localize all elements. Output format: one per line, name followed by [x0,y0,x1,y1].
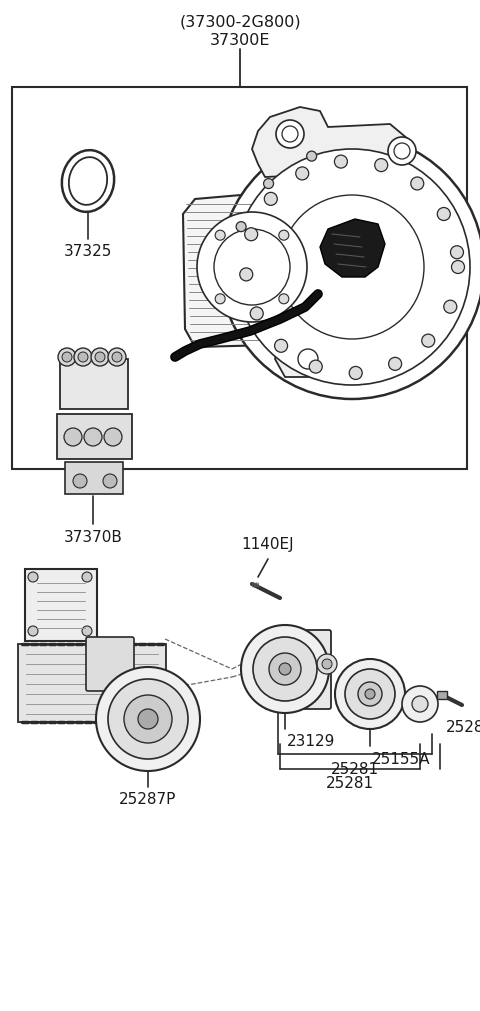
FancyBboxPatch shape [65,463,123,494]
FancyBboxPatch shape [265,631,331,710]
Ellipse shape [69,158,107,205]
FancyBboxPatch shape [86,637,134,692]
Circle shape [402,686,438,722]
Circle shape [62,353,72,363]
Circle shape [91,349,109,367]
Circle shape [349,367,362,380]
Circle shape [64,429,82,447]
Polygon shape [183,190,318,348]
Circle shape [82,572,92,582]
Circle shape [264,179,274,189]
Circle shape [241,626,329,714]
Circle shape [236,222,246,233]
Text: 37300E: 37300E [210,32,270,48]
Circle shape [388,137,416,166]
Circle shape [375,160,388,173]
Circle shape [253,637,317,702]
Circle shape [234,150,470,385]
Circle shape [394,144,410,160]
Circle shape [389,358,402,371]
FancyBboxPatch shape [437,692,447,700]
Circle shape [345,669,395,719]
Circle shape [279,663,291,675]
Polygon shape [252,108,408,178]
Text: 37325: 37325 [64,245,112,259]
Circle shape [412,697,428,713]
Circle shape [215,294,225,304]
Circle shape [124,696,172,743]
Circle shape [411,178,424,191]
Circle shape [138,710,158,729]
Polygon shape [275,340,340,378]
Circle shape [240,269,253,282]
Circle shape [197,212,307,323]
Circle shape [307,152,317,162]
Circle shape [104,429,122,447]
FancyBboxPatch shape [60,360,128,409]
Text: 1140EJ: 1140EJ [242,537,294,552]
Circle shape [108,349,126,367]
Circle shape [96,667,200,771]
Bar [12,88,467,469]
Circle shape [220,135,480,399]
Circle shape [275,340,288,353]
Circle shape [279,231,289,241]
Text: 25281: 25281 [326,775,374,791]
Circle shape [28,627,38,636]
Text: 25155A: 25155A [372,751,431,765]
Circle shape [450,247,464,260]
Text: 25287P: 25287P [120,792,177,807]
Circle shape [444,301,457,313]
Circle shape [73,474,87,488]
Circle shape [335,659,405,729]
Circle shape [108,679,188,759]
Circle shape [58,349,76,367]
Circle shape [245,228,258,242]
Circle shape [84,429,102,447]
Circle shape [279,294,289,304]
Circle shape [437,208,450,221]
Circle shape [452,261,465,274]
Circle shape [112,353,122,363]
Text: 23129: 23129 [287,734,336,749]
Circle shape [335,156,348,169]
FancyBboxPatch shape [18,644,166,722]
Text: 25289: 25289 [446,719,480,734]
Circle shape [317,654,337,674]
Circle shape [276,121,304,149]
Circle shape [214,229,290,305]
Circle shape [250,307,263,320]
Polygon shape [320,219,385,278]
Circle shape [422,335,435,348]
Circle shape [215,231,225,241]
Circle shape [82,627,92,636]
Circle shape [309,361,322,374]
Circle shape [280,196,424,340]
Circle shape [322,659,332,669]
Circle shape [298,350,318,370]
FancyBboxPatch shape [25,569,97,641]
Circle shape [358,682,382,707]
Circle shape [95,353,105,363]
Text: 25281: 25281 [331,761,379,776]
Circle shape [78,353,88,363]
Circle shape [269,653,301,685]
Circle shape [296,168,309,181]
Circle shape [103,474,117,488]
FancyBboxPatch shape [57,415,132,460]
Circle shape [74,349,92,367]
Circle shape [264,193,277,206]
Circle shape [365,690,375,700]
Text: (37300-2G800): (37300-2G800) [179,14,301,29]
Circle shape [28,572,38,582]
Text: 37370B: 37370B [63,530,122,545]
Circle shape [282,126,298,143]
